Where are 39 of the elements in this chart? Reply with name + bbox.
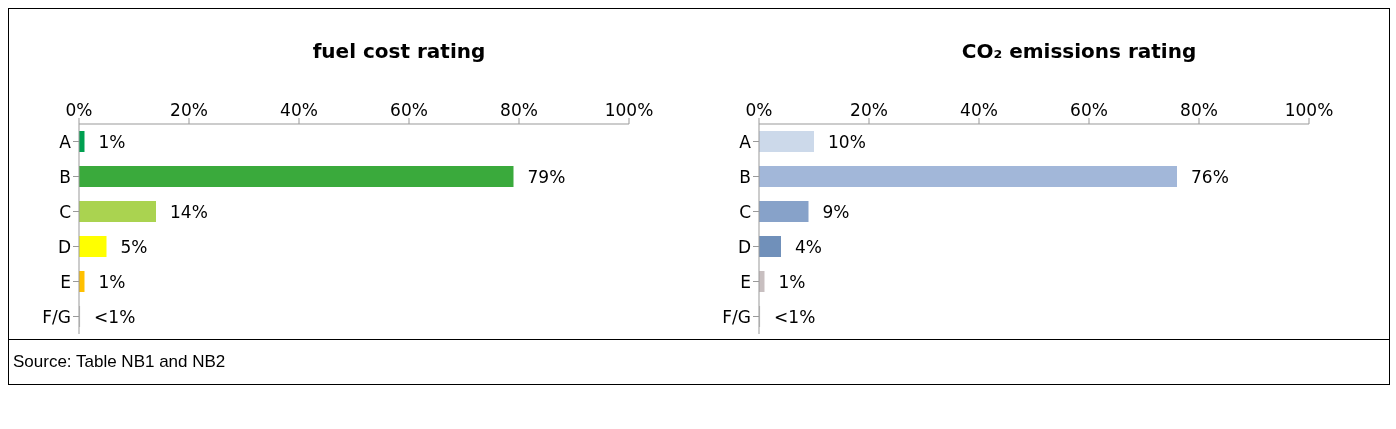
- data-label: 10%: [828, 131, 866, 152]
- y-tick-label: D: [57, 236, 71, 257]
- y-tick-label: E: [60, 271, 71, 292]
- chart-title: CO₂ emissions rating: [960, 39, 1198, 65]
- data-label: 4%: [795, 236, 822, 257]
- y-tick-label: B: [59, 166, 71, 187]
- x-tick-label: 20%: [170, 100, 208, 120]
- x-tick-label: 100%: [1284, 100, 1334, 120]
- y-tick-label: B: [739, 166, 751, 187]
- data-label: 5%: [120, 236, 148, 257]
- x-tick-label: 20%: [850, 100, 888, 120]
- y-tick-label: F/G: [42, 306, 71, 327]
- x-tick-label: 40%: [280, 100, 318, 120]
- x-tick-label: 0%: [65, 100, 93, 120]
- x-tick-label: 0%: [745, 100, 773, 120]
- y-tick-label: C: [739, 201, 751, 222]
- data-label: 1%: [98, 271, 126, 292]
- data-label: 1%: [98, 131, 126, 152]
- x-tick-label: 40%: [960, 100, 998, 120]
- x-tick-label: 100%: [604, 100, 654, 120]
- x-tick-label: 80%: [1180, 100, 1218, 120]
- y-tick-label: C: [59, 201, 71, 222]
- data-label: 1%: [778, 271, 806, 292]
- data-label: 76%: [1191, 166, 1229, 187]
- x-tick-label: 80%: [500, 100, 538, 120]
- source-note: Source: Table NB1 and NB2: [9, 339, 1389, 384]
- data-label: 14%: [170, 201, 208, 222]
- x-tick-label: 60%: [1070, 100, 1108, 120]
- y-tick-label: D: [737, 236, 751, 257]
- x-tick-label: 60%: [390, 100, 428, 120]
- data-label: 9%: [822, 201, 850, 222]
- chart-title: fuel cost rating: [311, 39, 487, 65]
- y-tick-label: A: [739, 131, 752, 152]
- y-tick-label: E: [740, 271, 751, 292]
- data-label: <1%: [94, 306, 136, 327]
- y-tick-label: F/G: [722, 306, 751, 327]
- y-tick-label: A: [59, 131, 72, 152]
- data-label: <1%: [774, 306, 816, 327]
- data-label: 79%: [527, 166, 566, 187]
